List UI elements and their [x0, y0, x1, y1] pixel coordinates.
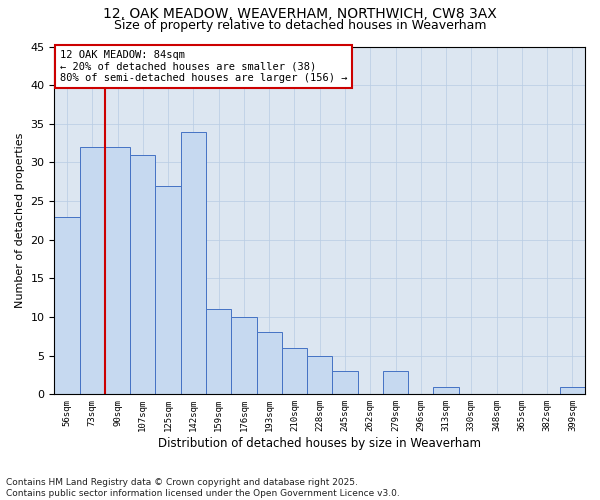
- Y-axis label: Number of detached properties: Number of detached properties: [15, 132, 25, 308]
- Bar: [231, 317, 257, 394]
- Bar: [383, 371, 408, 394]
- Text: Contains HM Land Registry data © Crown copyright and database right 2025.
Contai: Contains HM Land Registry data © Crown c…: [6, 478, 400, 498]
- Bar: [560, 386, 585, 394]
- Bar: [206, 310, 231, 394]
- Bar: [155, 186, 181, 394]
- X-axis label: Distribution of detached houses by size in Weaverham: Distribution of detached houses by size …: [158, 437, 481, 450]
- Bar: [332, 371, 358, 394]
- Bar: [130, 154, 155, 394]
- Bar: [433, 386, 458, 394]
- Bar: [307, 356, 332, 395]
- Text: 12, OAK MEADOW, WEAVERHAM, NORTHWICH, CW8 3AX: 12, OAK MEADOW, WEAVERHAM, NORTHWICH, CW…: [103, 8, 497, 22]
- Text: Size of property relative to detached houses in Weaverham: Size of property relative to detached ho…: [114, 18, 486, 32]
- Bar: [80, 147, 105, 394]
- Bar: [257, 332, 282, 394]
- Text: 12 OAK MEADOW: 84sqm
← 20% of detached houses are smaller (38)
80% of semi-detac: 12 OAK MEADOW: 84sqm ← 20% of detached h…: [60, 50, 347, 83]
- Bar: [55, 216, 80, 394]
- Bar: [181, 132, 206, 394]
- Bar: [105, 147, 130, 394]
- Bar: [282, 348, 307, 395]
